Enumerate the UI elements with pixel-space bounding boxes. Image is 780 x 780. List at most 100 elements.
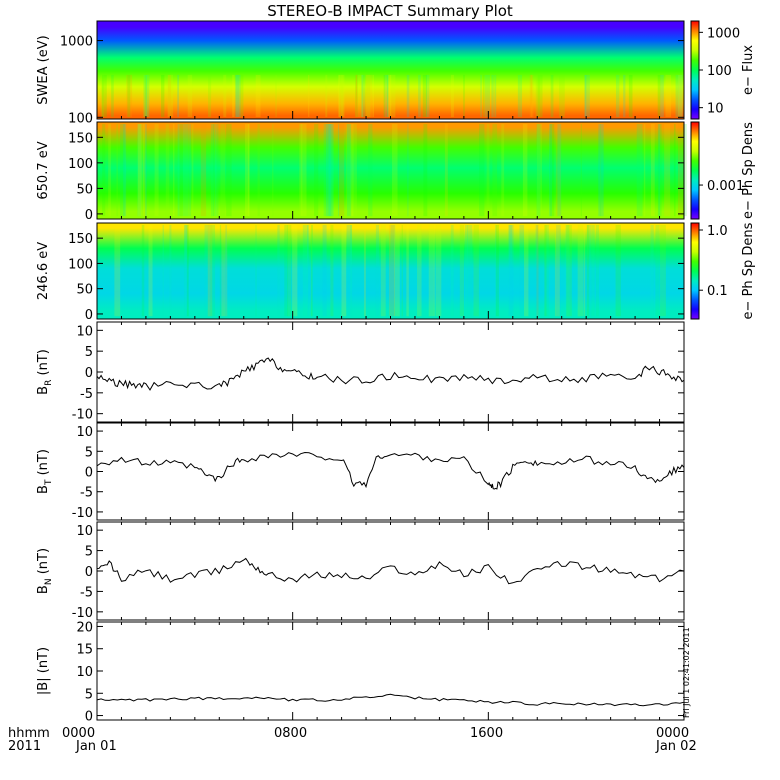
spectrogram-texture [108,124,111,217]
ytick-label: 100 [68,157,93,172]
spectrogram-texture [586,225,590,317]
spectrogram-texture [544,225,547,317]
spectrogram-texture [550,74,554,118]
spectrogram-texture [143,74,149,118]
spectrogram-texture [577,225,584,317]
spectrogram-texture [350,225,353,317]
spectrogram-texture [598,124,604,217]
spectrogram-texture [167,74,174,118]
spectrogram-texture [235,74,241,118]
spectrogram-texture [143,74,150,118]
spectrogram-texture [536,124,541,217]
spectrogram-texture [509,225,514,317]
spectrogram-texture [386,74,389,118]
xtick-label-hhmm-0: 0000 [62,726,96,741]
colorbar-tick-label: 0.001 [707,179,744,194]
xtick-label-date-3: Jan 02 [656,739,697,754]
spectrogram-texture [210,225,216,317]
spectrogram-texture [207,225,213,317]
spectrogram-texture [292,225,298,317]
ytick-label: 0 [85,308,93,323]
ytick-label: -5 [80,486,93,501]
spectrogram-texture [407,124,409,217]
spectrogram-texture [660,74,664,118]
colorbar-label: e− Flux [741,45,756,95]
spectrogram-texture [650,225,654,317]
spectrogram-texture [675,74,679,118]
spectrogram-texture [325,124,331,217]
spectrogram-texture [425,74,430,118]
spectrogram-texture [339,124,345,217]
ytick-label: 10 [76,524,93,539]
spectrogram-texture [161,74,165,118]
spectrogram-texture [126,74,133,118]
spectrogram-texture [418,74,421,118]
spectrogram-texture [145,124,147,217]
spectrogram-texture [549,124,555,217]
spectrogram-texture [524,225,529,317]
panel-ylabel: BN (nT) [36,548,54,594]
spectrogram-texture [364,74,371,118]
spectrogram-texture [307,74,310,118]
spectrogram-texture [450,74,454,118]
ytick-label: -5 [80,387,93,402]
spectrogram-texture [169,225,172,317]
spectrogram-texture [559,74,565,118]
spectrogram-texture [361,74,365,118]
spectrogram-texture [678,74,683,118]
ytick-label: 15 [76,643,93,658]
spectrogram-texture [537,74,543,118]
spectrogram-texture [655,225,660,317]
spectrogram-texture [145,74,147,118]
spectrogram-texture [232,74,235,118]
timestamp-stamp: Fri Jul 1 02:41:02 2011 [682,627,691,718]
spectrogram-texture [473,225,479,317]
ytick-label: 50 [76,182,93,197]
spectrogram-texture [501,124,505,217]
spectrogram-texture [583,225,586,317]
spectrogram-texture [257,124,260,217]
ytick-label: 5 [85,545,93,560]
ytick-label: 0 [85,366,93,381]
colorbar-tick-label: 1000 [707,26,740,41]
ytick-label: 1000 [60,35,93,50]
spectrogram-texture [346,225,352,317]
spectrogram-texture [495,225,499,317]
spectrogram-texture [383,74,385,118]
spectrogram-texture [287,225,292,317]
spectrogram-texture [657,124,662,217]
spectrogram-texture [120,124,125,217]
spectrogram-texture [213,124,215,217]
spectrogram-texture [361,74,363,118]
panel-ylabel: BR (nT) [36,349,54,395]
spectrogram-texture [664,124,671,217]
spectrogram-texture [214,124,217,217]
spectrogram-texture [623,74,626,118]
spectrogram-texture [347,124,352,217]
spectrogram-texture [272,124,274,217]
spectrogram-texture [223,74,227,118]
spectrogram-texture [307,225,310,317]
spectrogram-texture [177,74,180,118]
panel-frame-3 [96,321,685,423]
spectrogram-texture [338,74,341,118]
spectrogram-texture [615,74,620,118]
colorbar-0 [690,20,700,120]
spectrogram-texture [255,225,257,317]
spectrogram-texture [678,74,683,118]
spectrogram-texture [591,225,595,317]
spectrogram-texture [137,124,144,217]
ytick-label: 0 [85,710,93,725]
spectrogram-texture [549,124,553,217]
spectrogram-texture [330,225,334,317]
ytick-label: 0 [85,466,93,481]
ytick-label: -10 [72,606,93,621]
spectrogram-texture [554,225,560,317]
spectrogram-texture [355,74,357,118]
spectrogram-texture [529,74,533,118]
spectrogram-texture [486,124,490,217]
spectrogram-texture [682,124,687,217]
spectrogram-texture [208,74,212,118]
spectrogram-texture [467,225,473,317]
spectrogram-texture [650,124,655,217]
